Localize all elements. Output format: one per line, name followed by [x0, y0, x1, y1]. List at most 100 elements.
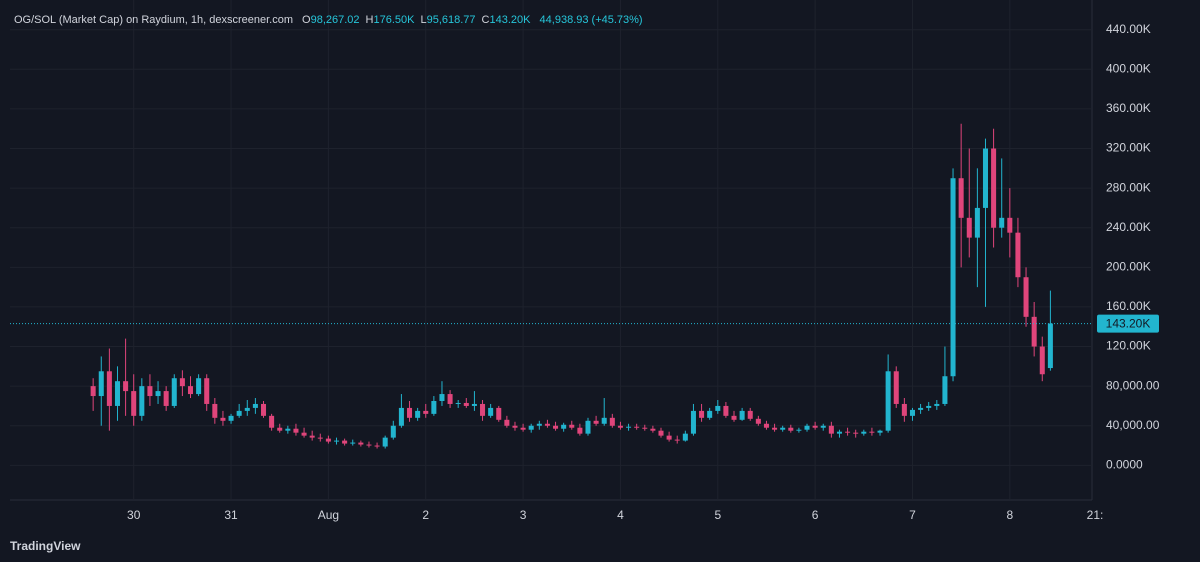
candle-body	[333, 440, 340, 442]
last-price-box	[1097, 314, 1159, 333]
candle-body	[966, 217, 972, 238]
candle-body	[958, 178, 964, 218]
candle-body	[812, 425, 818, 428]
candle-body	[228, 415, 234, 421]
candle-body	[471, 403, 477, 406]
x-tick-label: 21:	[1087, 508, 1104, 522]
candle-body	[715, 405, 721, 411]
candle-body	[366, 444, 372, 446]
y-tick-label: 200.00K	[1106, 259, 1151, 273]
y-tick-label: 240.00K	[1106, 220, 1151, 234]
candle-body	[690, 410, 696, 434]
candle-body	[244, 407, 250, 411]
ohlc-key: L	[420, 14, 427, 26]
candle-body	[642, 427, 648, 429]
candle-body	[674, 439, 680, 441]
candle-body	[488, 407, 494, 416]
candle-body	[1039, 346, 1045, 375]
candle-body	[877, 430, 883, 433]
candle-body	[658, 430, 664, 436]
x-tick-label: 8	[1006, 508, 1013, 522]
candle-body	[609, 417, 615, 426]
x-tick-label: 5	[714, 508, 721, 522]
candle-body	[869, 431, 875, 433]
y-tick-label: 400.00K	[1106, 61, 1151, 75]
candle-body	[260, 403, 267, 416]
candle-body	[325, 438, 331, 442]
ohlc-value: 95,618.77	[426, 14, 476, 26]
candle-body	[626, 426, 632, 428]
candle-body	[398, 407, 404, 426]
candle-body	[893, 371, 899, 404]
candle-body	[447, 394, 453, 404]
candle-body	[577, 427, 583, 434]
y-tick-label: 280.00K	[1106, 180, 1151, 194]
candle-body	[593, 420, 599, 424]
candle-body	[301, 432, 307, 436]
candle-body	[496, 407, 502, 420]
candle-body	[512, 425, 518, 428]
candle-body	[982, 148, 989, 208]
footer-logo: TradingView	[10, 539, 81, 553]
candle-body	[171, 378, 177, 406]
candle-body	[909, 409, 915, 416]
ohlc-key: C	[481, 14, 490, 26]
candle-body	[98, 371, 104, 397]
candle-body	[747, 410, 753, 419]
candle-body	[682, 433, 688, 441]
x-tick-label: 6	[812, 508, 819, 522]
candle-body	[536, 423, 542, 426]
y-tick-label: 440.00K	[1106, 22, 1151, 36]
candle-body	[212, 403, 218, 418]
candle-body	[845, 431, 851, 433]
candle-body	[650, 428, 656, 431]
last-price-label: 143.20K	[1106, 317, 1151, 331]
candle-body	[788, 427, 794, 431]
candle-body	[836, 431, 842, 434]
candle-body	[358, 442, 364, 445]
ohlc-value: 176.50K	[373, 14, 415, 26]
candle-body	[585, 420, 591, 434]
candle-body	[155, 391, 161, 397]
candle-body	[528, 425, 534, 430]
candle-body	[309, 435, 315, 438]
candle-body	[820, 425, 826, 428]
candle-body	[804, 425, 810, 430]
candle-body	[374, 445, 380, 447]
candle-body	[1007, 217, 1013, 233]
legend-title: OG/SOL (Market Cap) on Raydium, 1h, dexs…	[14, 14, 293, 26]
candle-body	[699, 410, 705, 418]
candle-body	[382, 437, 388, 447]
x-tick-label: 4	[617, 508, 624, 522]
candle-body	[285, 428, 291, 431]
candle-body	[407, 407, 413, 418]
candle-body	[723, 405, 729, 416]
candle-body	[926, 405, 932, 408]
x-tick-label: Aug	[318, 508, 339, 522]
candle-body	[114, 381, 121, 406]
candle-body	[763, 423, 769, 428]
candle-body	[561, 424, 567, 429]
y-tick-label: 40,000.00	[1106, 418, 1160, 432]
candle-body	[617, 425, 623, 428]
candle-body	[179, 378, 185, 387]
candle-body	[390, 425, 396, 438]
x-tick-label: 7	[909, 508, 916, 522]
candle-body	[942, 376, 948, 404]
ohlc-key: H	[365, 14, 374, 26]
candle-body	[123, 381, 129, 392]
candle-body	[269, 415, 275, 428]
candle-body	[236, 410, 242, 416]
candle-body	[731, 415, 737, 420]
candle-body	[601, 417, 607, 424]
candle-body	[707, 410, 713, 418]
ohlc-value: 143.20K	[489, 14, 531, 26]
candle-body	[423, 410, 429, 414]
y-tick-label: 0.0000	[1106, 458, 1143, 472]
candle-body	[1015, 232, 1021, 278]
candle-body	[974, 207, 980, 238]
ohlc-key: O	[302, 14, 311, 26]
